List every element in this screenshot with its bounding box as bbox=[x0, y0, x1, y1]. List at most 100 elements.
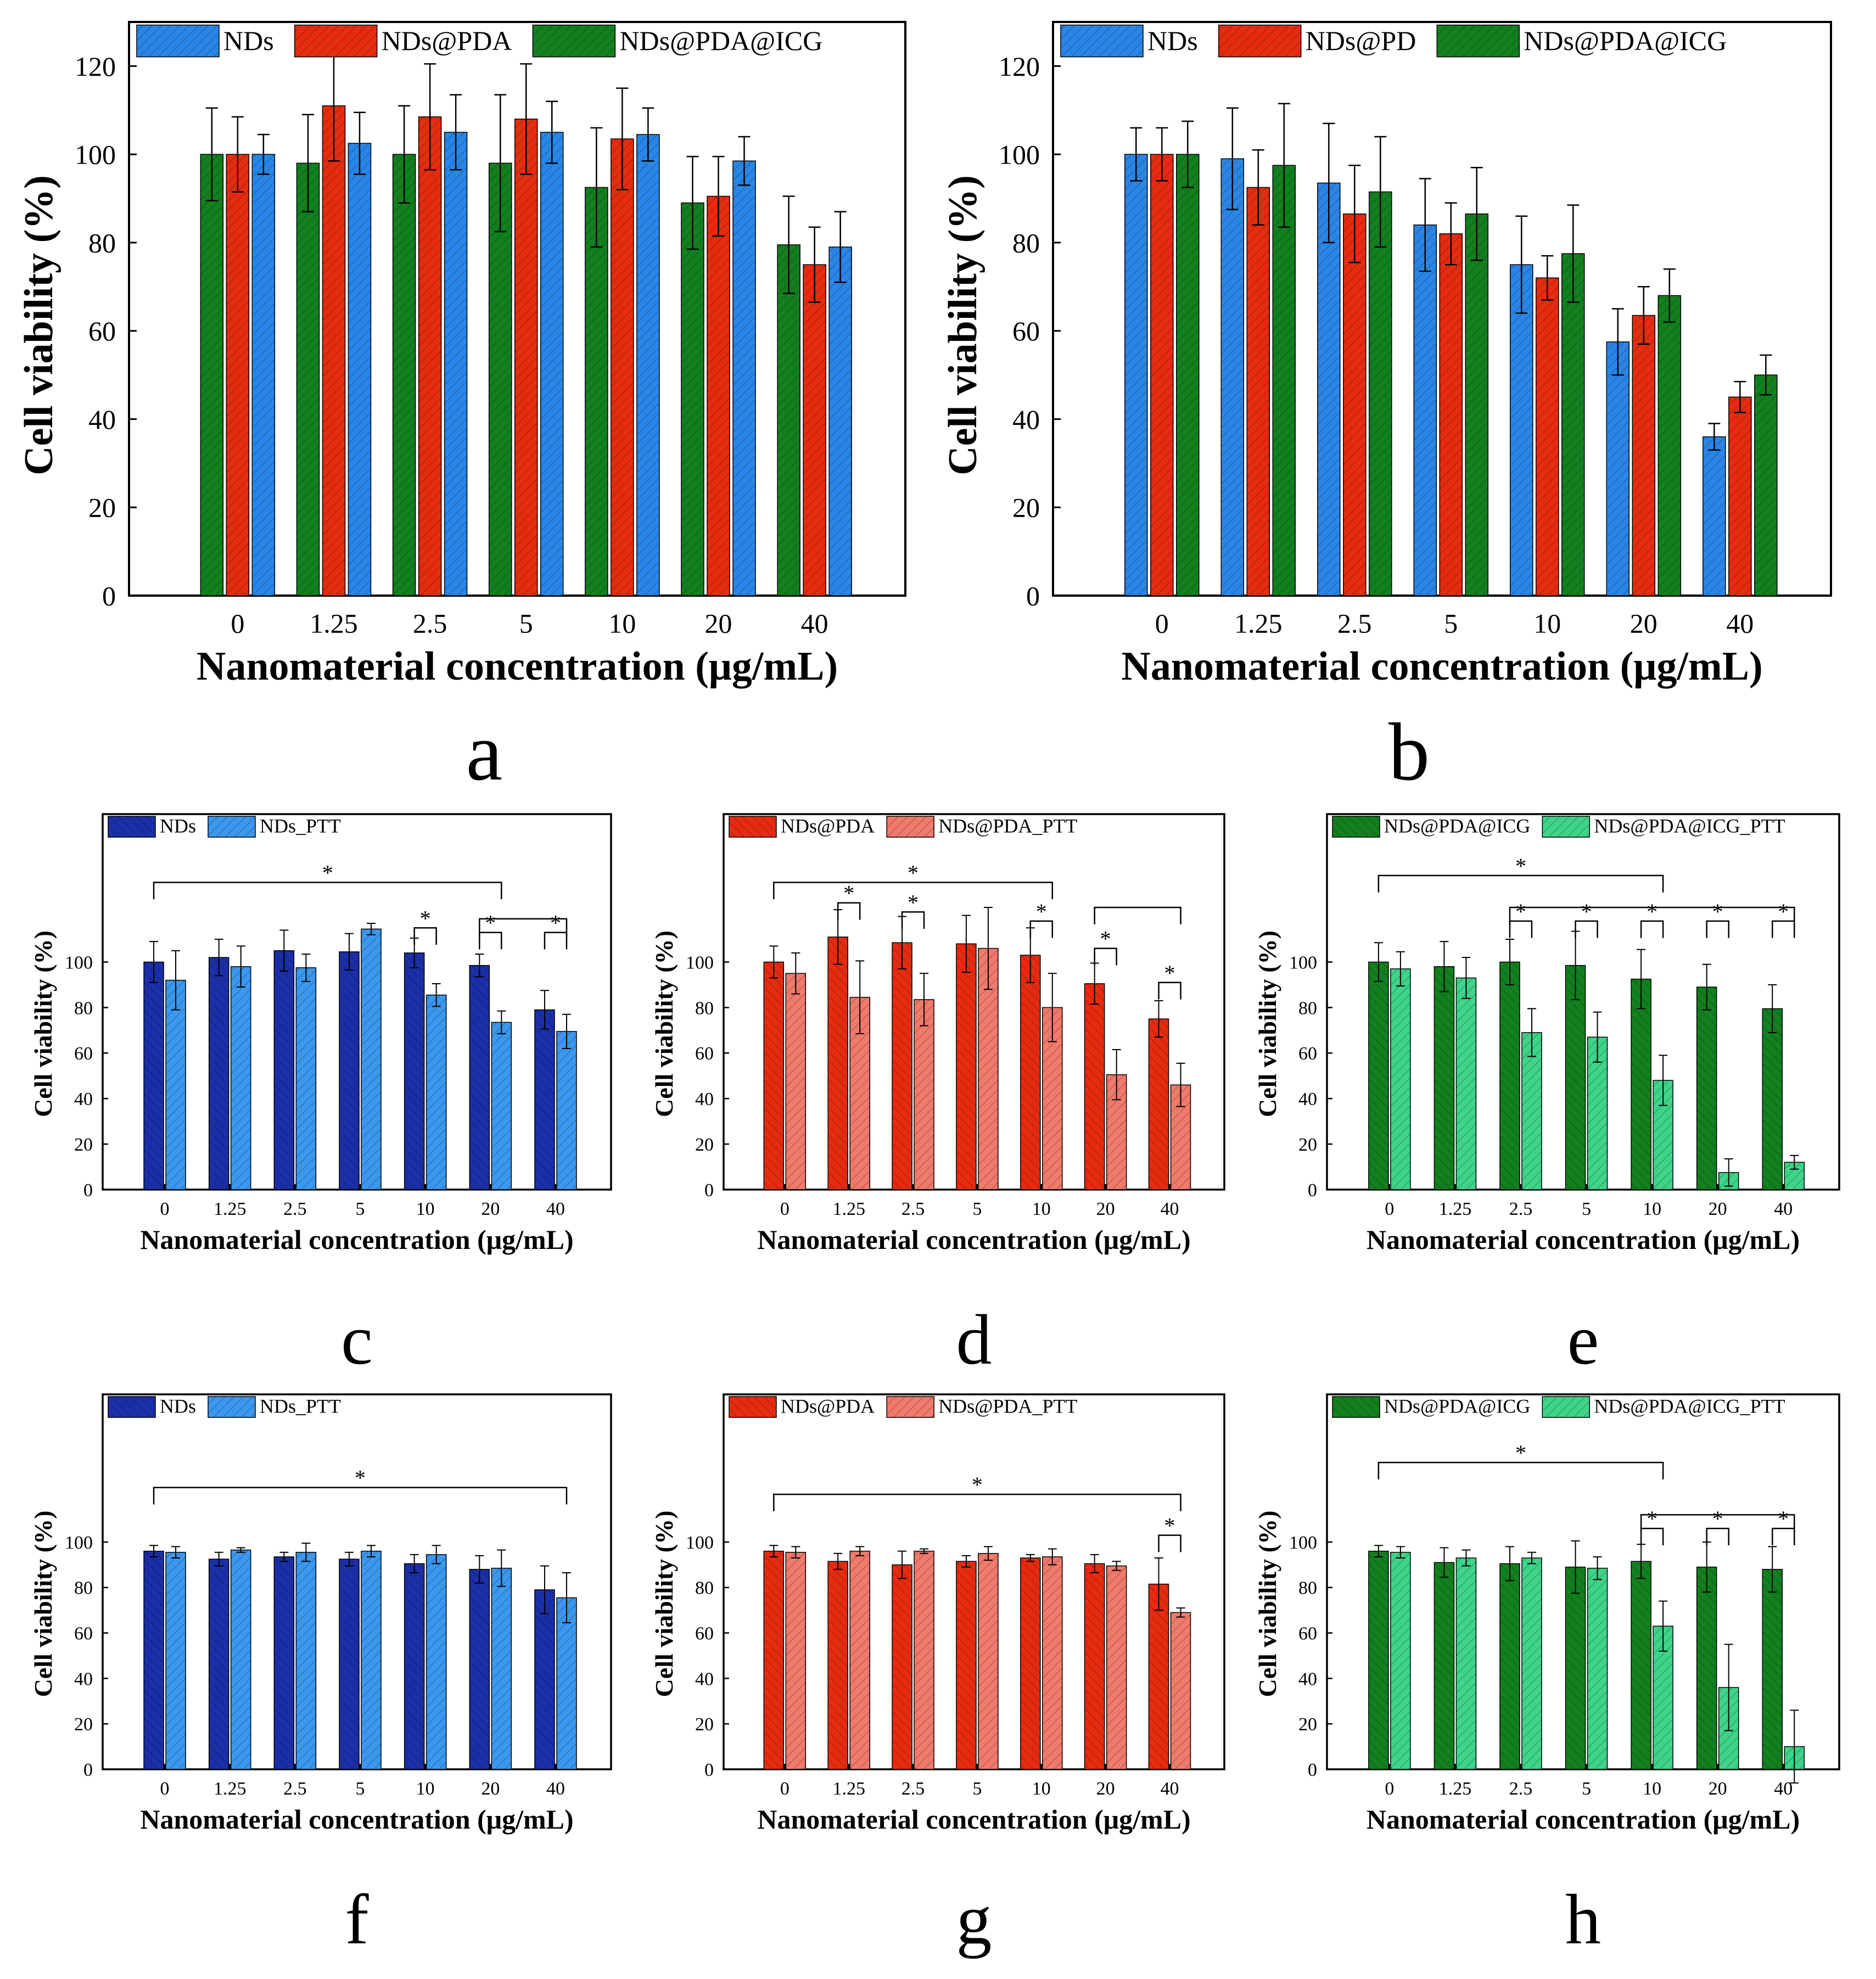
error-bar bbox=[616, 87, 629, 190]
error-bar bbox=[1702, 963, 1711, 1011]
y-tick-label: 0 bbox=[83, 1180, 93, 1201]
legend-swatch bbox=[136, 24, 220, 58]
y-tick-label: 40 bbox=[74, 1089, 93, 1109]
significance-bracket: * bbox=[1029, 899, 1054, 938]
bar-NDs_PTT-1.25 bbox=[230, 1549, 251, 1770]
error-bar bbox=[236, 945, 245, 988]
error-bar bbox=[214, 939, 223, 977]
panel-h: 0 20 40 60 80 100 0 1.25 2.5 5 10 20 40 * * * * NDs@PDA@I… bbox=[1253, 1393, 1840, 1959]
legend-label: NDs@PDA bbox=[781, 1395, 875, 1417]
x-tick-label: 5 bbox=[519, 608, 533, 639]
x-tick-label: 5 bbox=[356, 1779, 365, 1799]
bar-NDs@PDA@ICG-0 bbox=[200, 154, 224, 596]
error-bar bbox=[301, 114, 314, 212]
error-bar bbox=[1659, 1055, 1668, 1106]
y-tick-label: 0 bbox=[83, 1760, 93, 1780]
y-tick-label: 80 bbox=[1298, 1578, 1317, 1599]
y-tick-label: 20 bbox=[1298, 1714, 1317, 1735]
bar-NDs@PDA@ICG-1.25 bbox=[1433, 1562, 1455, 1770]
bar-NDs@PDA-0 bbox=[763, 1550, 785, 1770]
error-bar bbox=[1768, 984, 1777, 1033]
significance-bracket bbox=[1094, 906, 1181, 924]
bar-NDs-20 bbox=[469, 1568, 490, 1770]
y-tick-label: 100 bbox=[65, 1533, 93, 1553]
bar-NDs_PTT-10 bbox=[425, 1554, 447, 1770]
significance-star: * bbox=[1036, 899, 1047, 924]
bar-NDs-2.5 bbox=[444, 132, 468, 596]
bar-NDs@PDA-20 bbox=[707, 195, 730, 596]
bar-NDs@PDA-5 bbox=[514, 119, 538, 596]
bar-NDs@PDA-0 bbox=[763, 961, 785, 1190]
x-tick-label: 40 bbox=[1161, 1779, 1179, 1799]
significance-bracket bbox=[479, 918, 568, 936]
bar-NDs@PDA@ICG-40 bbox=[1762, 1008, 1783, 1190]
y-tick-label: 20 bbox=[695, 1714, 714, 1735]
x-tick-label: 10 bbox=[416, 1199, 435, 1219]
x-tick-label: 10 bbox=[1032, 1199, 1051, 1219]
y-axis-title: Cell viability (%) bbox=[940, 175, 985, 475]
bar-NDs@PDA-10 bbox=[1020, 1557, 1041, 1770]
bar-NDs-0 bbox=[143, 961, 164, 1190]
bar-NDs@PDA@ICG-1.25 bbox=[1433, 966, 1455, 1190]
bar-NDs-40 bbox=[534, 1009, 555, 1190]
legend-label: NDs@PDA@ICG bbox=[1384, 815, 1530, 837]
significance-star: * bbox=[1164, 961, 1175, 985]
x-tick-label: 40 bbox=[801, 608, 828, 639]
legend-label: NDs@PDA@ICG bbox=[1384, 1395, 1530, 1417]
panel-letter: f bbox=[345, 1880, 369, 1959]
bar-NDs@PDA@ICG-0 bbox=[1368, 961, 1389, 1190]
significance-bracket: * bbox=[1706, 1506, 1729, 1545]
error-bar bbox=[301, 953, 311, 982]
error-bar bbox=[1663, 268, 1676, 323]
error-bar bbox=[1440, 1547, 1449, 1578]
bar-NDs@PDA@ICG-10 bbox=[1631, 978, 1651, 1190]
error-bar bbox=[1112, 1049, 1121, 1101]
panel-a: 0 20 40 60 80 100 120 0 1.25 2.5 5 10 20 40 NDs NDs@PDA… bbox=[16, 21, 906, 798]
bar-NDs-40 bbox=[828, 246, 852, 596]
significance-bracket: * bbox=[153, 1466, 568, 1505]
y-tick-label: 40 bbox=[1012, 404, 1040, 435]
significance-bracket: * bbox=[479, 911, 502, 950]
y-tick-label: 0 bbox=[704, 1760, 714, 1780]
bar-NDs_PTT-20 bbox=[491, 1022, 512, 1190]
y-tick-label: 60 bbox=[695, 1624, 714, 1644]
bar-NDs@PDA_PTT-20 bbox=[1106, 1565, 1127, 1770]
error-bar bbox=[1048, 973, 1057, 1042]
bar-NDs-0 bbox=[251, 154, 276, 596]
error-bar bbox=[475, 1555, 484, 1584]
error-bar bbox=[1348, 165, 1361, 264]
error-bar bbox=[410, 1554, 419, 1573]
error-bar bbox=[1505, 1546, 1515, 1582]
legend: NDs@PDA NDs@PDA_PTT bbox=[729, 815, 1077, 838]
panel-d: 0 20 40 60 80 100 0 1.25 2.5 5 10 20 40 * * * * * * NDs@PDA… bbox=[650, 813, 1225, 1380]
y-tick-label: 20 bbox=[695, 1135, 714, 1155]
y-tick-label: 100 bbox=[1289, 1533, 1317, 1553]
y-tick-label: 60 bbox=[74, 1044, 93, 1064]
x-tick-label: 40 bbox=[546, 1199, 565, 1219]
bar-NDs@PD-2.5 bbox=[1343, 213, 1367, 596]
bar-NDs-2.5 bbox=[273, 950, 295, 1190]
error-bar bbox=[149, 941, 159, 983]
x-tick-label: 5 bbox=[1444, 608, 1458, 639]
error-bar bbox=[450, 94, 462, 171]
y-tick-label: 40 bbox=[88, 404, 116, 435]
y-axis-title: Cell viability (%) bbox=[1253, 930, 1281, 1117]
x-tick-label: 1.25 bbox=[1439, 1199, 1472, 1219]
bar-NDs-1.25 bbox=[208, 957, 229, 1190]
error-bar bbox=[1593, 1011, 1602, 1063]
panel-c: 0 20 40 60 80 100 0 1.25 2.5 5 10 20 40 * * * * NDs NDs_PT… bbox=[29, 813, 612, 1380]
error-bar bbox=[1611, 308, 1624, 376]
significance-star: * bbox=[1647, 1506, 1657, 1531]
x-axis-title: Nanomaterial concentration (μg/mL) bbox=[140, 1804, 573, 1835]
error-bar bbox=[833, 1552, 843, 1570]
legend-label: NDs@PDA@ICG_PTT bbox=[1594, 815, 1785, 837]
x-tick-label: 0 bbox=[160, 1199, 170, 1219]
bar-NDs@PDA-1.25 bbox=[322, 105, 346, 596]
bar-NDs@PDA_PTT-2.5 bbox=[914, 999, 934, 1190]
error-bar bbox=[353, 111, 366, 175]
significance-bracket: * bbox=[1158, 961, 1181, 1000]
y-axis-title: Cell viability (%) bbox=[1253, 1511, 1281, 1697]
x-tick-label: 2.5 bbox=[901, 1199, 925, 1219]
x-tick-label: 0 bbox=[160, 1779, 170, 1799]
x-tick-label: 5 bbox=[1582, 1199, 1591, 1219]
